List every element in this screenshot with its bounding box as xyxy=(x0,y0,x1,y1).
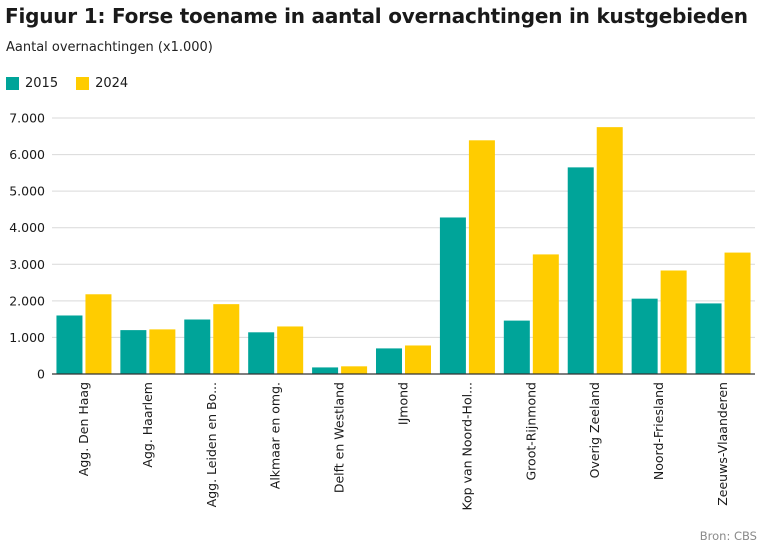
y-tick-label: 0 xyxy=(37,367,45,382)
y-tick-label: 3.000 xyxy=(9,257,45,272)
y-tick-label: 4.000 xyxy=(9,220,45,235)
bar-2024-2 xyxy=(213,304,240,374)
bar-2015-1 xyxy=(120,330,147,374)
x-tick-label: Agg. Haarlem xyxy=(140,382,155,468)
x-tick-label: Delft en Westland xyxy=(332,382,347,493)
bar-2015-8 xyxy=(567,167,594,374)
bar-2024-6 xyxy=(468,140,495,374)
bar-2024-9 xyxy=(660,270,687,374)
bar-2015-2 xyxy=(184,319,211,374)
bar-2015-9 xyxy=(631,298,658,374)
legend-item-2024: 2024 xyxy=(76,76,128,91)
bar-2015-7 xyxy=(503,320,530,374)
y-tick-label: 5.000 xyxy=(9,184,45,199)
chart-title: Figuur 1: Forse toename in aantal overna… xyxy=(5,4,748,28)
bar-2024-4 xyxy=(341,366,368,374)
bar-2024-5 xyxy=(405,345,431,374)
y-tick-label: 6.000 xyxy=(9,147,45,162)
bar-2015-3 xyxy=(248,332,275,374)
bar-2024-1 xyxy=(149,329,176,374)
bar-2015-5 xyxy=(376,348,402,374)
x-tick-label: Agg. Den Haag xyxy=(76,382,91,476)
bar-2015-0 xyxy=(56,315,83,374)
y-tick-label: 2.000 xyxy=(9,293,45,308)
bar-2024-7 xyxy=(532,254,559,374)
bar-2015-6 xyxy=(439,217,466,374)
x-tick-label: Agg. Leiden en Bo... xyxy=(204,382,219,507)
legend-item-2015: 2015 xyxy=(6,76,58,91)
x-tick-label: Groot-Rijnmond xyxy=(523,382,538,481)
legend-swatch-2015 xyxy=(6,77,19,90)
legend-swatch-2024 xyxy=(76,77,90,90)
x-tick-label: Overig Zeeland xyxy=(587,382,602,478)
x-tick-label: Zeeuws-Vlaanderen xyxy=(715,382,730,506)
legend-label-2024: 2024 xyxy=(95,76,129,91)
y-tick-label: 7.000 xyxy=(9,111,45,126)
bar-2024-3 xyxy=(277,326,304,374)
x-tick-label: Kop van Noord-Hol... xyxy=(459,382,474,511)
legend-label-2015: 2015 xyxy=(25,76,59,91)
y-tick-label: 1.000 xyxy=(9,330,45,345)
x-tick-label: Alkmaar en omg. xyxy=(268,382,283,489)
x-tick-label: Noord-Friesland xyxy=(651,382,666,480)
legend: 2015 2024 xyxy=(6,76,146,91)
bar-2015-4 xyxy=(312,367,339,374)
bar-2015-10 xyxy=(695,303,722,374)
bar-2024-0 xyxy=(85,294,112,374)
chart-subtitle: Aantal overnachtingen (x1.000) xyxy=(6,40,213,55)
bar-2024-8 xyxy=(596,127,623,375)
x-tick-label: IJmond xyxy=(396,382,411,425)
bar-2024-10 xyxy=(724,252,751,374)
source-note: Bron: CBS xyxy=(699,529,757,543)
